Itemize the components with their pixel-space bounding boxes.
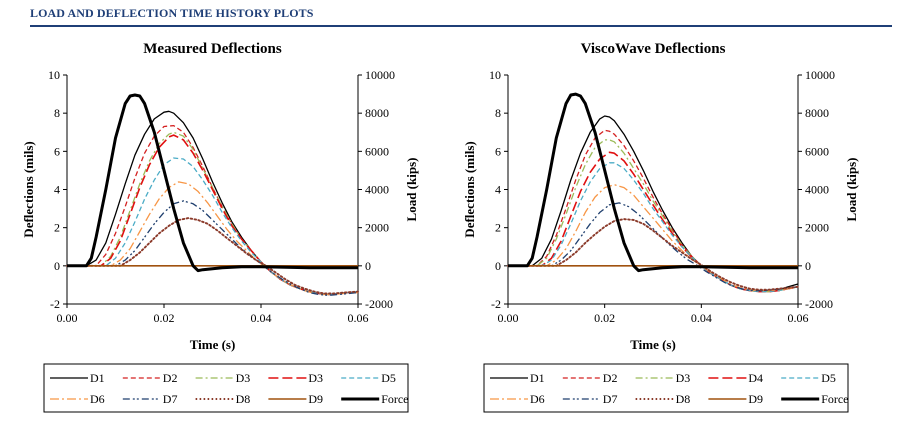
y-tick-label: 2 bbox=[495, 221, 501, 235]
legend-box bbox=[483, 363, 849, 413]
legend-label: Force bbox=[381, 392, 408, 406]
y2-axis-label: Load (kips) bbox=[404, 158, 419, 222]
legend-label: D3 bbox=[308, 371, 323, 385]
legend-label: D2 bbox=[163, 371, 178, 385]
y-tick-label: -2 bbox=[50, 297, 60, 311]
legend-label: D7 bbox=[603, 392, 618, 406]
x-tick-label: 0.06 bbox=[348, 311, 369, 325]
y2-tick-label: 10000 bbox=[365, 68, 395, 82]
y2-tick-label: 8000 bbox=[805, 106, 829, 120]
measured-deflections-chart: Measured Deflections -2 0 2 4 6 8 10 -2000 0 2000 4… bbox=[21, 41, 419, 413]
legend-label: D9 bbox=[748, 392, 763, 406]
y2-tick-label: 2000 bbox=[805, 221, 829, 235]
y2-tick-label: -2000 bbox=[365, 297, 393, 311]
series-line-d7 bbox=[67, 200, 359, 297]
y2-tick-label: 8000 bbox=[365, 106, 389, 120]
y-tick-label: 10 bbox=[489, 68, 501, 82]
series-line-d7 bbox=[508, 202, 799, 292]
series-line-d6 bbox=[508, 184, 799, 292]
y-tick-label: 4 bbox=[54, 183, 60, 197]
y2-tick-label: -2000 bbox=[805, 297, 833, 311]
section-title: LOAD AND DEFLECTION TIME HISTORY PLOTS bbox=[30, 6, 314, 20]
y-axis-label: Deflections (mils) bbox=[462, 141, 477, 237]
y-tick-label: 6 bbox=[495, 144, 501, 158]
y2-tick-label: 6000 bbox=[365, 144, 389, 158]
y2-tick-label: 4000 bbox=[365, 183, 389, 197]
y2-tick-label: 0 bbox=[365, 259, 371, 273]
series-line-d8 bbox=[66, 217, 359, 295]
y-tick-label: 8 bbox=[495, 106, 501, 120]
section-header: LOAD AND DEFLECTION TIME HISTORY PLOTS bbox=[30, 6, 892, 27]
legend-label: D7 bbox=[163, 392, 178, 406]
y-axis-label: Deflections (mils) bbox=[21, 141, 36, 237]
y2-tick-label: 10000 bbox=[805, 68, 835, 82]
legend-label: D3 bbox=[236, 371, 251, 385]
legend-label: Force bbox=[821, 392, 848, 406]
x-tick-label: 0.00 bbox=[498, 311, 519, 325]
legend-label: D1 bbox=[90, 371, 105, 385]
chart-title: Measured Deflections bbox=[143, 41, 282, 57]
x-tick-label: 0.04 bbox=[691, 311, 712, 325]
y2-axis-label: Load (kips) bbox=[844, 158, 859, 222]
chart-title: ViscoWave Deflections bbox=[581, 41, 726, 57]
legend-label: D9 bbox=[308, 392, 323, 406]
series-line-d1 bbox=[508, 115, 799, 292]
legend-label: D8 bbox=[236, 392, 251, 406]
series-line-d5 bbox=[67, 157, 359, 296]
legend-label: D5 bbox=[381, 371, 396, 385]
section-rule bbox=[30, 25, 892, 27]
series-line-d8 bbox=[507, 218, 799, 291]
legend-box bbox=[43, 363, 409, 413]
series-line-d4 bbox=[508, 151, 799, 293]
legend-label: D4 bbox=[748, 371, 763, 385]
y2-tick-label: 4000 bbox=[805, 183, 829, 197]
legend-label: D5 bbox=[821, 371, 836, 385]
y2-tick-label: 6000 bbox=[805, 144, 829, 158]
y-tick-label: 0 bbox=[54, 259, 60, 273]
y2-tick-label: 2000 bbox=[365, 221, 389, 235]
x-tick-label: 0.02 bbox=[594, 311, 615, 325]
x-tick-label: 0.06 bbox=[788, 311, 809, 325]
y-tick-label: -2 bbox=[491, 297, 501, 311]
x-axis-label: Time (s) bbox=[190, 337, 236, 352]
y-tick-label: 2 bbox=[54, 221, 60, 235]
y-tick-label: 8 bbox=[54, 106, 60, 120]
legend-label: D8 bbox=[676, 392, 691, 406]
legend-label: D1 bbox=[530, 371, 545, 385]
series-line-d5 bbox=[508, 162, 799, 293]
x-tick-label: 0.00 bbox=[57, 311, 78, 325]
series-line-force bbox=[508, 92, 798, 273]
x-tick-label: 0.04 bbox=[251, 311, 272, 325]
legend-label: D3 bbox=[676, 371, 691, 385]
x-axis-label: Time (s) bbox=[630, 337, 676, 352]
legend-label: D6 bbox=[530, 392, 545, 406]
y-tick-label: 4 bbox=[495, 183, 501, 197]
series-line-d6 bbox=[67, 181, 359, 296]
legend-label: D2 bbox=[603, 371, 618, 385]
y-tick-label: 0 bbox=[495, 259, 501, 273]
series-line-d3 bbox=[67, 134, 359, 296]
legend-label: D6 bbox=[90, 392, 105, 406]
y-tick-label: 6 bbox=[54, 144, 60, 158]
y-tick-label: 10 bbox=[48, 68, 60, 82]
series-line-force bbox=[67, 93, 358, 273]
y2-tick-label: 0 bbox=[805, 259, 811, 273]
viscowave-deflections-chart: ViscoWave Deflections -2 0 2 4 6 8 10 -2000 0 2000… bbox=[462, 41, 859, 413]
x-tick-label: 0.02 bbox=[154, 311, 175, 325]
